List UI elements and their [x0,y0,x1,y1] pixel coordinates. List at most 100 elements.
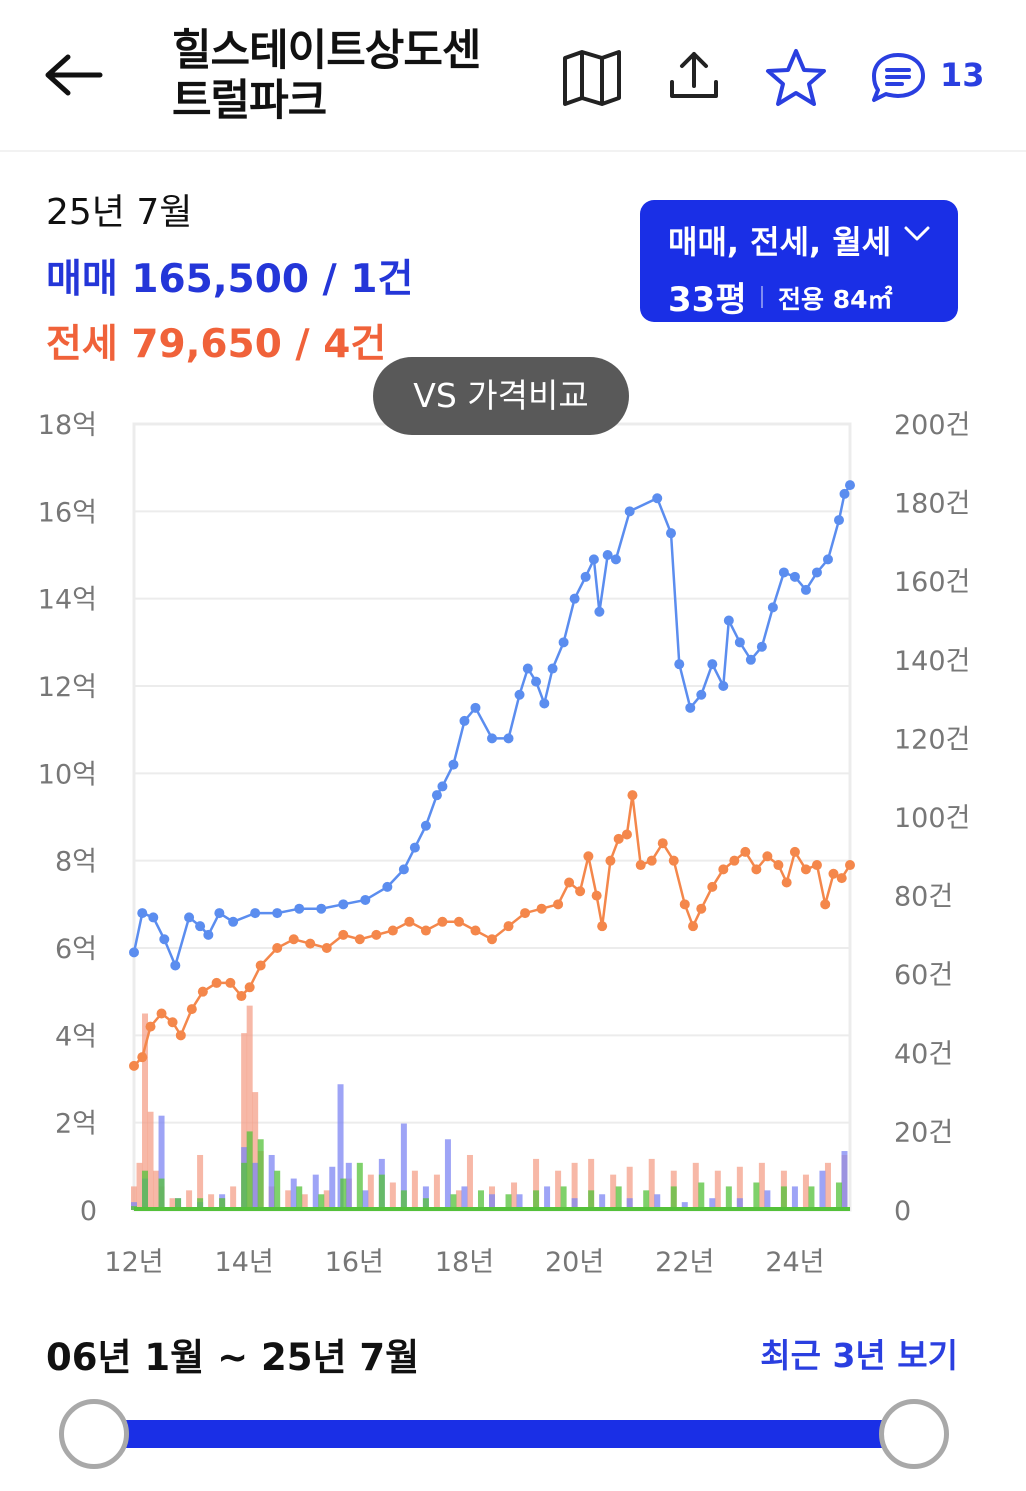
y-tick-label-left: 0 [80,1196,97,1227]
range-start-handle[interactable] [59,1399,129,1469]
y-tick-label-right: 80건 [894,882,953,913]
x-tick-label: 14년 [215,1247,274,1278]
data-point [431,790,442,801]
data-point [652,493,663,504]
data-point [175,1030,186,1041]
data-point [420,820,431,831]
share-icon[interactable] [662,46,726,110]
data-point [250,908,261,919]
data-point [594,606,605,617]
data-point [159,934,170,945]
volume-bar [736,1166,743,1210]
data-point [745,654,756,665]
volume-bar [158,1115,165,1210]
data-point [591,890,602,901]
data-point [420,925,431,936]
volume-bar [802,1174,809,1210]
volume-bar [455,1190,462,1210]
data-point [387,925,398,936]
volume-bar [197,1154,204,1210]
volume-bar [588,1190,595,1210]
back-arrow-icon[interactable] [40,45,106,105]
volume-bar [175,1198,182,1210]
recent-3-years-link[interactable]: 최근 3년 보기 [760,1336,958,1375]
x-tick-label: 24년 [765,1247,824,1278]
data-point [167,1017,178,1028]
star-icon[interactable] [764,46,828,110]
volume-bar [654,1194,661,1210]
data-point [531,676,542,687]
volume-bar [329,1166,336,1210]
divider [761,286,763,308]
y-tick-label-left: 2억 [55,1109,97,1140]
volume-bar [692,1162,699,1210]
volume-bar [808,1186,815,1210]
data-point [674,659,685,670]
map-icon[interactable] [560,46,624,110]
data-point [668,855,679,866]
data-point [503,733,514,744]
range-slider-track[interactable] [94,1420,914,1448]
data-point [195,921,206,932]
volume-bar [197,1198,204,1210]
comment-icon[interactable] [866,46,930,110]
volume-bar [241,1162,248,1210]
volume-bar [131,1186,137,1210]
volume-bar [345,1162,352,1210]
data-point [666,528,676,539]
volume-bar [643,1190,650,1210]
date-range-label: 06년 1월 ~ 25년 7월 [46,1336,420,1379]
y-tick-label-right: 140건 [894,646,970,677]
volume-bar [246,1005,253,1210]
volume-bar [268,1154,275,1210]
volume-bar [186,1190,193,1210]
y-tick-label-right: 100건 [894,803,970,834]
data-point [718,864,729,875]
range-end-handle[interactable] [879,1399,949,1469]
data-point [621,829,632,840]
volume-bar [681,1202,688,1210]
data-point [244,982,255,993]
area-label: 전용 84㎡ [778,285,893,314]
transaction-type-selector[interactable]: 매매, 전세, 월세 33평 전용 84㎡ [640,200,958,322]
data-point [536,903,547,914]
vs-compare-button[interactable]: VS 가격비교 [373,357,629,435]
data-point [734,637,745,648]
data-point [453,916,464,927]
data-point [228,916,239,927]
y-tick-label-right: 200건 [894,410,970,441]
data-point [321,943,332,953]
volume-bar [378,1174,385,1210]
volume-bar [246,1131,253,1210]
volume-bar [758,1162,765,1210]
volume-bar [610,1174,617,1210]
volume-bar [736,1198,743,1210]
data-point [305,938,316,949]
volume-bar [511,1182,518,1210]
volume-bar [571,1198,578,1210]
volume-bar [285,1190,292,1210]
data-point [696,689,707,700]
volume-bar [698,1182,705,1210]
volume-bar [219,1198,226,1210]
y-tick-label-left: 8억 [55,847,97,878]
x-tick-label: 20년 [545,1247,604,1278]
data-point [520,908,531,919]
data-point [707,881,718,892]
data-point [459,715,470,726]
volume-bar [560,1186,567,1210]
data-point [503,921,514,932]
data-point [778,567,789,578]
volume-bar [819,1170,826,1210]
volume-bar [142,1013,149,1210]
data-point [137,1052,148,1063]
data-point [679,899,690,910]
page-title: 힐스테이트상도센 트럴파크 [172,26,532,126]
volume-bar [136,1162,143,1210]
data-point [800,864,811,875]
chevron-down-icon [902,222,932,250]
y-tick-label-right: 160건 [894,567,970,598]
data-point [811,860,822,871]
data-point [707,659,718,670]
data-point [751,864,762,875]
